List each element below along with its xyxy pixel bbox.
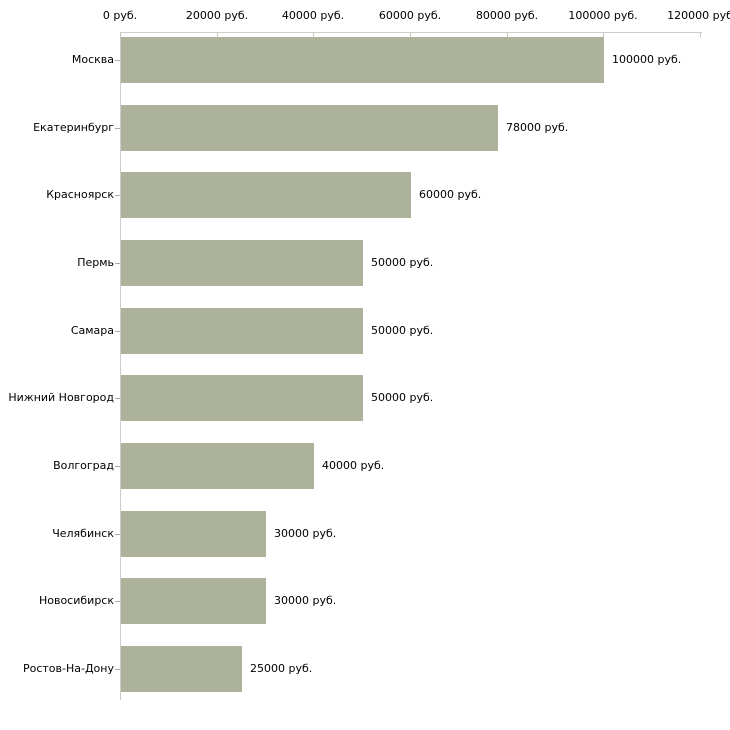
y-axis-tick <box>115 263 120 264</box>
x-axis-tick <box>603 32 604 37</box>
category-label: Пермь <box>77 256 114 269</box>
bar <box>121 646 242 692</box>
value-label: 40000 руб. <box>322 459 385 472</box>
y-axis-line <box>120 32 121 700</box>
x-axis-tick-label: 120000 руб <box>667 9 730 22</box>
bar <box>121 37 604 83</box>
x-axis-tick <box>120 32 121 37</box>
y-axis-tick <box>115 398 120 399</box>
x-axis-tick-label: 80000 руб. <box>475 9 539 22</box>
category-label: Красноярск <box>46 188 114 201</box>
y-axis-tick <box>115 60 120 61</box>
category-label: Самара <box>70 324 114 337</box>
x-axis-tick-label: 60000 руб. <box>378 9 442 22</box>
bar <box>121 375 363 421</box>
category-label: Челябинск <box>52 527 114 540</box>
value-label: 25000 руб. <box>250 662 313 675</box>
category-label: Нижний Новгород <box>8 391 114 404</box>
value-label: 60000 руб. <box>419 188 482 201</box>
y-axis-tick <box>115 466 120 467</box>
x-axis-tick <box>507 32 508 37</box>
value-label: 30000 руб. <box>274 594 337 607</box>
x-axis-tick <box>410 32 411 37</box>
value-label: 100000 руб. <box>612 53 682 66</box>
x-axis-tick-label: 100000 руб. <box>568 9 638 22</box>
x-axis-tick <box>217 32 218 37</box>
bar <box>121 511 266 557</box>
bar <box>121 578 266 624</box>
category-label: Ростов-На-Дону <box>22 662 114 675</box>
bar <box>121 172 411 218</box>
bar <box>121 443 314 489</box>
y-axis-tick <box>115 534 120 535</box>
value-label: 78000 руб. <box>506 121 569 134</box>
x-axis-tick <box>700 32 701 37</box>
y-axis-tick <box>115 195 120 196</box>
category-label: Новосибирск <box>38 594 114 607</box>
category-label: Екатеринбург <box>33 121 114 134</box>
y-axis-tick <box>115 128 120 129</box>
y-axis-tick <box>115 669 120 670</box>
x-axis-tick-label: 0 руб. <box>102 9 138 22</box>
y-axis-tick <box>115 331 120 332</box>
x-axis-tick-label: 20000 руб. <box>185 9 249 22</box>
bar <box>121 308 363 354</box>
value-label: 30000 руб. <box>274 527 337 540</box>
x-axis-tick <box>313 32 314 37</box>
bar <box>121 105 498 151</box>
x-axis-tick-label: 40000 руб. <box>281 9 345 22</box>
y-axis-tick <box>115 601 120 602</box>
value-label: 50000 руб. <box>371 256 434 269</box>
category-label: Москва <box>71 53 114 66</box>
value-label: 50000 руб. <box>371 324 434 337</box>
x-axis-line <box>120 32 702 33</box>
category-label: Волгоград <box>53 459 114 472</box>
bar <box>121 240 363 286</box>
value-label: 50000 руб. <box>371 391 434 404</box>
